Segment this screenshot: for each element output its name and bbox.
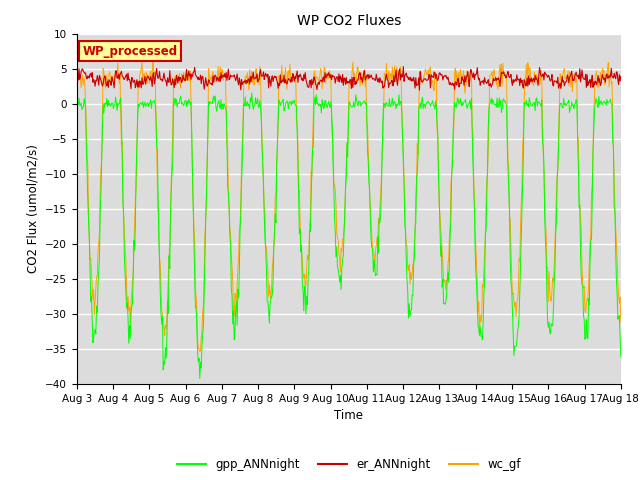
er_ANNnight — [73, 82, 81, 87]
Line: wc_gf: wc_gf — [77, 56, 621, 351]
wc_gf — [75, 70, 83, 76]
wc_gf — [478, 314, 486, 320]
Line: gpp_ANNnight: gpp_ANNnight — [77, 93, 621, 379]
wc_gf — [73, 75, 81, 81]
X-axis label: Time: Time — [334, 409, 364, 422]
wc_gf — [617, 319, 625, 324]
wc_gf — [150, 68, 157, 73]
er_ANNnight — [399, 64, 407, 70]
gpp_ANNnight — [327, 99, 335, 105]
er_ANNnight — [149, 72, 157, 77]
Y-axis label: CO2 Flux (umol/m2/s): CO2 Flux (umol/m2/s) — [26, 144, 40, 273]
er_ANNnight — [326, 72, 333, 78]
gpp_ANNnight — [465, 101, 472, 107]
er_ANNnight — [415, 87, 423, 93]
gpp_ANNnight — [149, 99, 157, 105]
Title: WP CO2 Fluxes: WP CO2 Fluxes — [296, 14, 401, 28]
gpp_ANNnight — [617, 354, 625, 360]
wc_gf — [196, 348, 204, 354]
gpp_ANNnight — [248, 90, 255, 96]
er_ANNnight — [478, 79, 486, 84]
Legend: gpp_ANNnight, er_ANNnight, wc_gf: gpp_ANNnight, er_ANNnight, wc_gf — [172, 453, 526, 475]
gpp_ANNnight — [478, 333, 486, 339]
wc_gf — [327, 76, 335, 82]
gpp_ANNnight — [307, 229, 314, 235]
gpp_ANNnight — [75, 95, 83, 101]
er_ANNnight — [465, 78, 472, 84]
er_ANNnight — [617, 73, 625, 79]
er_ANNnight — [75, 66, 83, 72]
gpp_ANNnight — [73, 99, 81, 105]
Line: er_ANNnight: er_ANNnight — [77, 67, 621, 90]
wc_gf — [465, 72, 472, 77]
wc_gf — [307, 214, 314, 220]
wc_gf — [149, 53, 157, 59]
Text: WP_processed: WP_processed — [82, 45, 177, 58]
gpp_ANNnight — [196, 376, 204, 382]
er_ANNnight — [305, 84, 313, 90]
